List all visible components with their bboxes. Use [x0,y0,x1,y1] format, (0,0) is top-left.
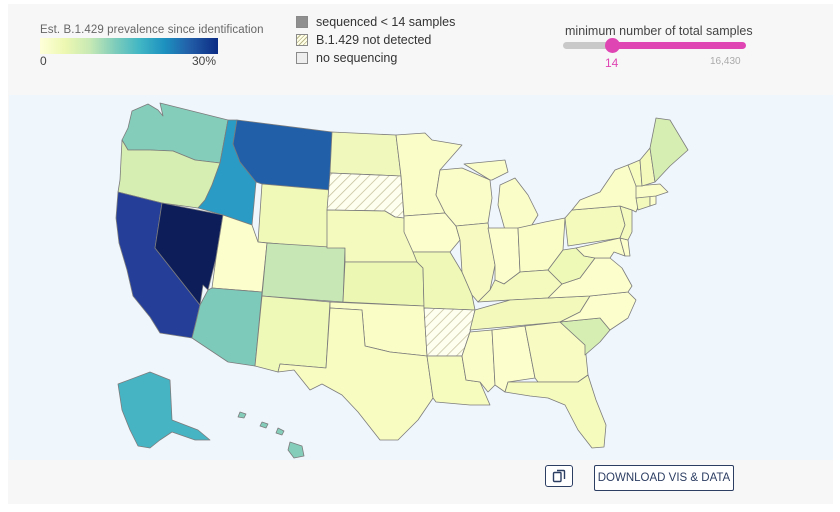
gradient-legend-title: Est. B.1.429 prevalence since identifica… [40,24,264,36]
state-new-york[interactable] [571,164,641,213]
slider-track-active[interactable] [610,42,746,49]
legend-item-not-detected: B.1.429 not detected [296,32,431,48]
state-new-mexico[interactable] [254,295,331,373]
download-vis-data-button[interactable]: DOWNLOAD VIS & DATA [594,465,734,491]
copy-icon [552,469,566,483]
us-choropleth-map [115,102,689,459]
empty-swatch-icon [296,52,308,64]
state-kansas[interactable] [342,261,425,307]
state-texas[interactable] [277,307,434,441]
slider-max-label: 16,430 [710,56,741,67]
gradient-min-label: 0 [40,54,47,68]
legend-item-label: B.1.429 not detected [316,33,432,47]
state-maine[interactable] [649,117,689,183]
state-michigan[interactable] [463,159,539,231]
legend-item-no-sequencing: no sequencing [296,50,397,66]
state-wyoming[interactable] [257,183,331,249]
gradient-max-label: 30% [192,54,217,68]
hatched-swatch-icon [296,34,308,46]
slider-track-inactive[interactable] [563,42,613,49]
legend-item-label: no sequencing [316,51,398,65]
state-alaska[interactable] [117,371,211,449]
state-north-dakota[interactable] [329,131,402,177]
state-massachusetts[interactable] [635,183,669,199]
state-florida[interactable] [504,374,607,449]
state-hawaii[interactable] [237,411,305,459]
state-colorado[interactable] [261,242,346,303]
gradient-color-bar [40,38,218,54]
state-rhode-island[interactable] [649,195,657,207]
slider-title: minimum number of total samples [565,24,753,38]
copy-button[interactable] [545,465,573,487]
state-arizona[interactable] [191,287,263,367]
slider-value-label: 14 [605,56,619,70]
gray-swatch-icon [296,16,308,28]
slider-thumb[interactable] [605,38,620,53]
legend-item-label: sequenced < 14 samples [316,15,456,29]
legend-item-sequenced-few: sequenced < 14 samples [296,14,455,30]
